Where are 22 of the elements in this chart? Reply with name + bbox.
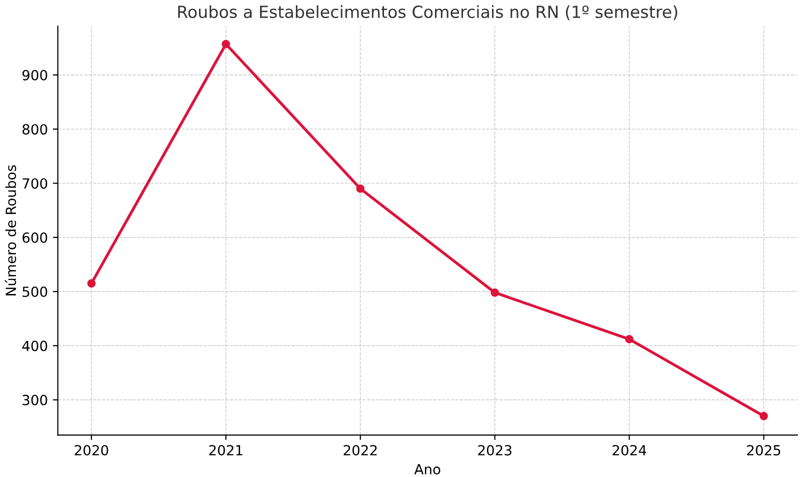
x-tick-label: 2020 bbox=[74, 444, 108, 456]
x-tick-label: 2022 bbox=[344, 444, 377, 456]
y-tick-label: 700 bbox=[22, 178, 48, 189]
x-tick-label: 2021 bbox=[209, 444, 242, 456]
y-tick-label: 800 bbox=[22, 124, 48, 135]
y-axis-title: Número de Roubos bbox=[4, 165, 16, 296]
y-tick-label: 300 bbox=[22, 394, 48, 406]
point bbox=[760, 412, 768, 420]
chart-title: Roubos a Estabelecimentos Comerciais no RN (1º semestre) bbox=[178, 5, 678, 20]
point bbox=[625, 335, 634, 344]
point bbox=[222, 40, 230, 48]
x-axis-title: Ano bbox=[414, 464, 440, 474]
point bbox=[490, 288, 499, 297]
x-tick-label: 2023 bbox=[478, 444, 512, 456]
y-tick-label: 500 bbox=[22, 286, 48, 298]
x-tick-label: 2024 bbox=[612, 444, 646, 456]
y-tick-label: 400 bbox=[22, 340, 48, 352]
y-tick-label: 900 bbox=[22, 70, 48, 80]
y-tick-label: 600 bbox=[22, 232, 48, 243]
point bbox=[87, 279, 96, 288]
x-tick-label: 2025 bbox=[747, 444, 780, 456]
point bbox=[356, 184, 365, 193]
